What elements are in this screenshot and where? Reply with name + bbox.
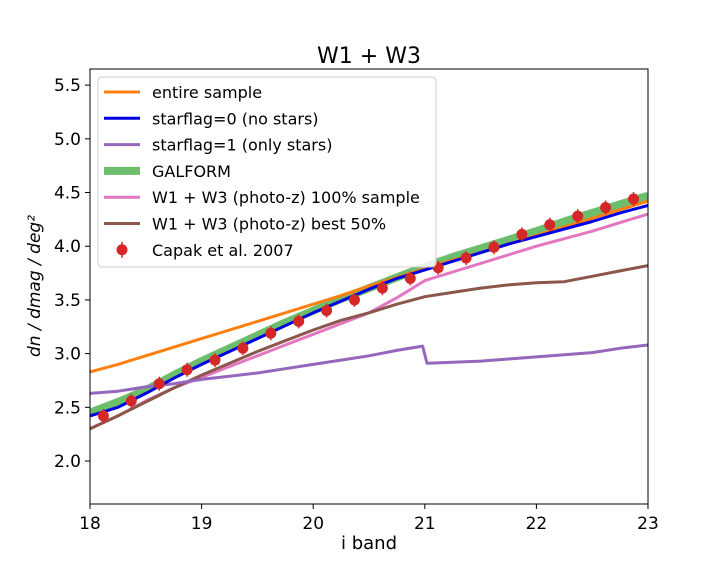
x-axis: 18 19 20 21 22 23 [79,504,659,534]
legend-label: W1 + W3 (photo-z) 100% sample [152,188,420,207]
legend-label: Capak et al. 2007 [152,241,294,260]
capak-data-point [265,327,277,339]
series-layer [90,191,648,431]
capak-data-point [572,210,584,222]
y-axis: 2.0 2.5 3.0 3.5 4.0 4.5 5.0 5.5 [54,76,90,472]
capak-data-point [153,378,165,390]
legend-box [97,76,437,268]
series-group [90,191,648,431]
capak-data-point [125,395,137,407]
capak-data-point [627,193,639,205]
series-line-starflag-1-only-stars [90,343,648,395]
capak-data-point [97,410,109,422]
capak-data-point [516,228,528,240]
y-tick-label: 5.5 [54,76,81,96]
legend-label: GALFORM [152,162,231,181]
capak-data-point [600,202,612,214]
capak-data-point [460,252,472,264]
capak-data-point [209,354,221,366]
capak-data-point [293,315,305,327]
y-tick-label: 3.0 [54,345,81,365]
capak-data-point [404,272,416,284]
y-tick-label: 3.5 [54,291,81,311]
legend-label: entire sample [152,83,262,102]
legend: entire sample starflag=0 (no stars) starfl… [97,76,437,268]
legend-label: starflag=1 (only stars) [152,136,332,155]
capak-data-point [488,241,500,253]
legend-label: starflag=0 (no stars) [152,109,319,128]
capak-data-point [376,282,388,294]
x-tick-label: 23 [637,514,659,534]
capak-data-point [181,364,193,376]
x-axis-label: i band [341,533,397,554]
y-tick-label: 4.0 [54,237,81,257]
x-tick-label: 19 [191,514,213,534]
plot-frame [89,68,649,505]
x-tick-label: 20 [302,514,324,534]
y-tick-label: 2.5 [54,398,81,418]
capak-data-point [237,342,249,354]
legend-label: W1 + W3 (photo-z) best 50% [152,215,386,234]
y-tick-label: 5.0 [54,130,81,150]
x-tick-label: 22 [526,514,548,534]
chart-title: W1 + W3 [317,44,421,69]
legend-marker [116,244,128,256]
y-tick-label: 2.0 [54,452,81,472]
y-axis-label: dn / dmag / deg² [25,215,45,357]
series-line-starflag-0-no-stars [90,203,648,418]
capak-data-point [321,305,333,317]
y-tick-label: 4.5 [54,184,81,204]
series-line-entire-sample [90,199,648,374]
capak-data-point [348,294,360,306]
x-tick-label: 18 [79,514,101,534]
capak-data-point [544,219,556,231]
x-tick-label: 21 [414,514,436,534]
